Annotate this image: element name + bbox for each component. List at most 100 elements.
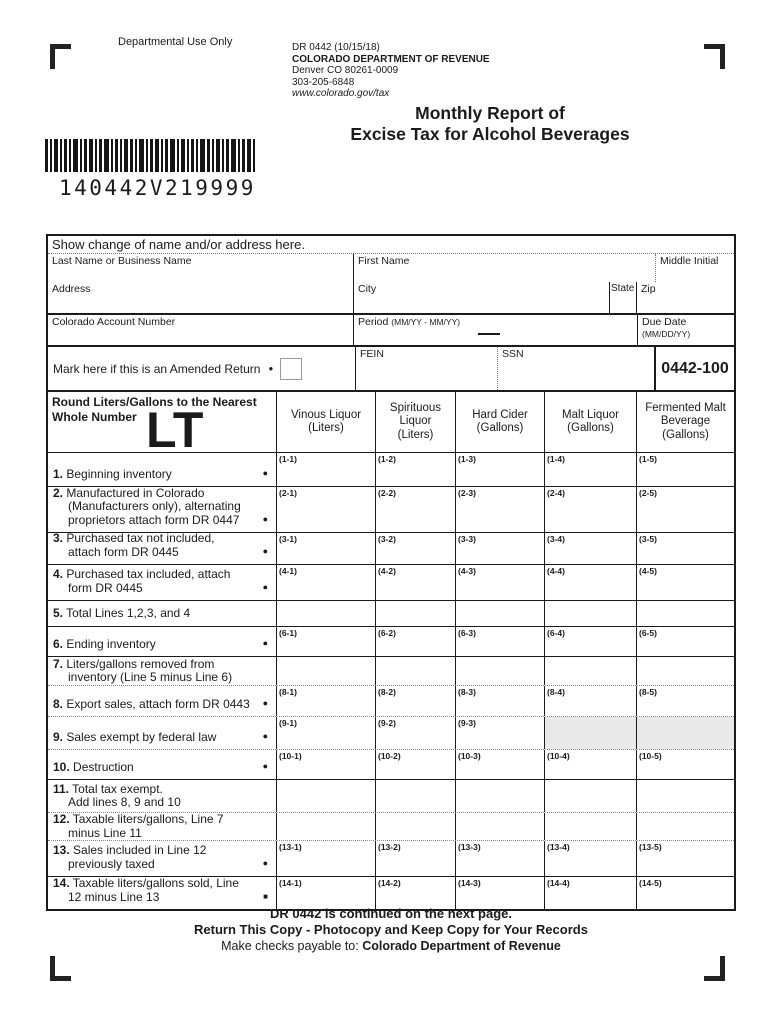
value-cell-1-2[interactable]: (1-2) [375, 453, 455, 486]
form-title-line2: Excise Tax for Alcohol Beverages [350, 124, 630, 144]
period-field[interactable]: Period (MM/YY - MM/YY) [353, 315, 637, 345]
due-date-field[interactable]: Due Date (MM/DD/YY) [637, 315, 734, 345]
value-cell-10-2[interactable]: (10-2) [375, 750, 455, 779]
value-cell-13-1[interactable]: (13-1) [276, 841, 375, 876]
value-cell-7-5[interactable] [636, 657, 734, 685]
value-cell-3-4[interactable]: (3-4) [544, 533, 636, 564]
period-format: (MM/YY - MM/YY) [391, 317, 461, 327]
value-cell-7-2[interactable] [375, 657, 455, 685]
account-number-field[interactable]: Colorado Account Number [48, 315, 353, 345]
value-cell-8-4[interactable]: (8-4) [544, 686, 636, 716]
rounding-note-cell: Round Liters/Gallons to the Nearest Whol… [48, 392, 276, 455]
field-dot-marker: ● [262, 467, 268, 478]
value-cell-14-5[interactable]: (14-5) [636, 877, 734, 909]
value-cell-8-1[interactable]: (8-1) [276, 686, 375, 716]
value-cell-1-3[interactable]: (1-3) [455, 453, 544, 486]
value-cell-1-5[interactable]: (1-5) [636, 453, 734, 486]
value-cell-12-3[interactable] [455, 813, 544, 840]
amended-fein-row: Mark here if this is an Amended Return ●… [48, 345, 734, 390]
value-cell-13-5[interactable]: (13-5) [636, 841, 734, 876]
value-cell-14-3[interactable]: (14-3) [455, 877, 544, 909]
value-cell-4-4[interactable]: (4-4) [544, 565, 636, 600]
table-row-1: 1. Beginning inventory ● (1-1) (1-2) (1-3) (1… [48, 452, 734, 486]
value-cell-4-5[interactable]: (4-5) [636, 565, 734, 600]
value-cell-13-2[interactable]: (13-2) [375, 841, 455, 876]
value-cell-10-1[interactable]: (10-1) [276, 750, 375, 779]
value-cell-10-5[interactable]: (10-5) [636, 750, 734, 779]
value-cell-8-2[interactable]: (8-2) [375, 686, 455, 716]
value-cell-3-3[interactable]: (3-3) [455, 533, 544, 564]
zip-field[interactable]: Zip [636, 282, 734, 313]
value-cell-3-2[interactable]: (3-2) [375, 533, 455, 564]
value-cell-2-1[interactable]: (2-1) [276, 487, 375, 532]
form-title: Monthly Report of Excise Tax for Alcohol… [245, 103, 735, 145]
cell-code: (14-1) [279, 878, 302, 888]
value-cell-5-1[interactable] [276, 601, 375, 626]
cell-code: (2-3) [458, 488, 476, 498]
value-cell-2-4[interactable]: (2-4) [544, 487, 636, 532]
value-cell-9-1[interactable]: (9-1) [276, 717, 375, 749]
value-cell-8-5[interactable]: (8-5) [636, 686, 734, 716]
address-field[interactable]: Address [48, 282, 353, 313]
value-cell-3-1[interactable]: (3-1) [276, 533, 375, 564]
value-cell-12-2[interactable] [375, 813, 455, 840]
value-cell-7-3[interactable] [455, 657, 544, 685]
value-cell-12-4[interactable] [544, 813, 636, 840]
value-cell-7-1[interactable] [276, 657, 375, 685]
row-label-10: 10. Destruction ● [53, 759, 268, 774]
value-cell-11-5[interactable] [636, 780, 734, 812]
value-cell-8-3[interactable]: (8-3) [455, 686, 544, 716]
value-cell-2-2[interactable]: (2-2) [375, 487, 455, 532]
value-cell-5-5[interactable] [636, 601, 734, 626]
value-cell-11-3[interactable] [455, 780, 544, 812]
value-cell-2-5[interactable]: (2-5) [636, 487, 734, 532]
value-cell-4-3[interactable]: (4-3) [455, 565, 544, 600]
value-cell-1-1[interactable]: (1-1) [276, 453, 375, 486]
form-code: DR 0442 (10/15/18) [292, 42, 380, 53]
cell-code: (14-3) [458, 878, 481, 888]
value-cell-5-3[interactable] [455, 601, 544, 626]
value-cell-14-4[interactable]: (14-4) [544, 877, 636, 909]
value-cell-9-2[interactable]: (9-2) [375, 717, 455, 749]
city-field[interactable]: City [353, 282, 609, 313]
value-cell-9-5 [636, 717, 734, 749]
value-cell-6-5[interactable]: (6-5) [636, 627, 734, 656]
value-cell-14-2[interactable]: (14-2) [375, 877, 455, 909]
value-cell-4-2[interactable]: (4-2) [375, 565, 455, 600]
middle-initial-field[interactable]: Middle Initial [655, 254, 734, 282]
fein-field[interactable]: FEIN [355, 347, 497, 390]
value-cell-7-4[interactable] [544, 657, 636, 685]
value-cell-11-2[interactable] [375, 780, 455, 812]
value-cell-2-3[interactable]: (2-3) [455, 487, 544, 532]
value-cell-6-2[interactable]: (6-2) [375, 627, 455, 656]
value-cell-9-3[interactable]: (9-3) [455, 717, 544, 749]
value-cell-11-4[interactable] [544, 780, 636, 812]
last-name-field[interactable]: Last Name or Business Name [48, 254, 353, 282]
value-cell-6-1[interactable]: (6-1) [276, 627, 375, 656]
value-cell-12-5[interactable] [636, 813, 734, 840]
change-of-address-heading: Show change of name and/or address here. [48, 236, 734, 254]
row-label-11: 11. Total tax exempt. Add lines 8, 9 and … [53, 781, 181, 809]
value-cell-5-4[interactable] [544, 601, 636, 626]
value-cell-13-4[interactable]: (13-4) [544, 841, 636, 876]
value-cell-1-4[interactable]: (1-4) [544, 453, 636, 486]
value-cell-10-4[interactable]: (10-4) [544, 750, 636, 779]
value-cell-14-1[interactable]: (14-1) [276, 877, 375, 909]
amended-return-checkbox[interactable] [280, 358, 303, 380]
value-cell-3-5[interactable]: (3-5) [636, 533, 734, 564]
row-label-14: 14. Taxable liters/gallons sold, Line 12 … [53, 876, 268, 904]
value-cell-11-1[interactable] [276, 780, 375, 812]
first-name-field[interactable]: First Name [353, 254, 655, 282]
corner-mark-bottom-left [50, 956, 71, 981]
value-cell-6-3[interactable]: (6-3) [455, 627, 544, 656]
value-cell-4-1[interactable]: (4-1) [276, 565, 375, 600]
value-cell-13-3[interactable]: (13-3) [455, 841, 544, 876]
value-cell-6-4[interactable]: (6-4) [544, 627, 636, 656]
value-cell-10-3[interactable]: (10-3) [455, 750, 544, 779]
field-square-marker: ■ [263, 891, 268, 901]
value-cell-5-2[interactable] [375, 601, 455, 626]
table-row-2: 2. Manufactured in Colorado (Manufacturer… [48, 486, 734, 532]
ssn-field[interactable]: SSN [497, 347, 654, 390]
state-field[interactable]: State [609, 282, 636, 313]
value-cell-12-1[interactable] [276, 813, 375, 840]
